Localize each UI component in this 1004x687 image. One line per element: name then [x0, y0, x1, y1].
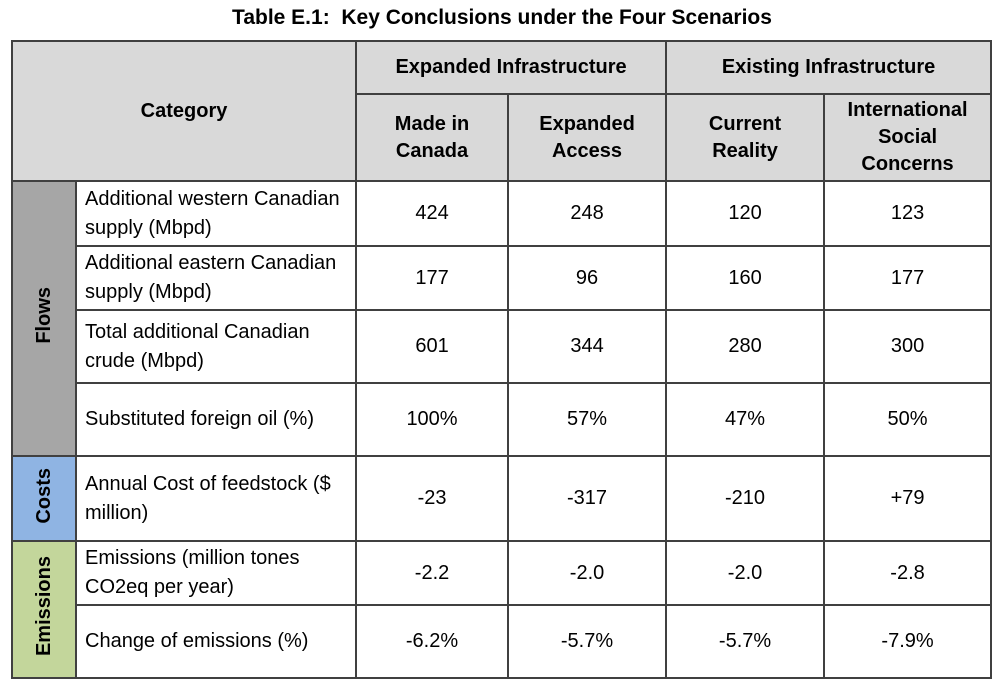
table-row: Total additional Canadian crude (Mbpd) 6…: [12, 309, 993, 384]
table-row: Emissions Emissions (million tones CO2eq…: [11, 540, 993, 679]
data-cell: 601: [355, 309, 510, 384]
data-cell: 123: [823, 180, 993, 247]
data-cell: 280: [665, 309, 826, 384]
row-group-emissions-label: Emissions: [32, 556, 55, 657]
data-cell: -2.0: [665, 540, 826, 606]
column-header-made-in-canada: Made in Canada: [355, 93, 510, 182]
data-cell: -5.7%: [665, 604, 826, 679]
table-row: Additional eastern Canadian supply (Mbpd…: [12, 245, 993, 311]
column-header-expanded-access: Expanded Access: [507, 93, 668, 182]
data-cell: -7.9%: [823, 604, 993, 679]
data-cell: -2.8: [823, 540, 993, 606]
data-cell: 120: [665, 180, 826, 247]
row-group-flows-label: Flows: [32, 287, 55, 344]
row-label: Total additional Canadian crude (Mbpd): [74, 309, 358, 384]
header-row-groups: Category Expanded Infrastructure Existin…: [10, 40, 993, 182]
table-row: Substituted foreign oil (%) 100% 57% 47%…: [12, 382, 993, 457]
row-group-costs: Costs: [11, 455, 77, 542]
data-cell: 300: [823, 309, 993, 384]
column-group-expanded-infrastructure: Expanded Infrastructure: [355, 40, 668, 95]
data-cell: 177: [355, 245, 510, 311]
data-cell: -23: [355, 455, 510, 542]
row-label: Change of emissions (%): [74, 604, 358, 679]
data-cell: 424: [355, 180, 510, 247]
data-cell: +79: [823, 455, 993, 542]
row-label: Emissions (million tones CO2eq per year): [74, 540, 358, 606]
table-row: Change of emissions (%) -6.2% -5.7% -5.7…: [12, 604, 993, 679]
data-cell: 50%: [823, 382, 993, 457]
data-cell: -2.0: [507, 540, 668, 606]
data-cell: -210: [665, 455, 826, 542]
row-label: Additional western Canadian supply (Mbpd…: [74, 180, 358, 247]
data-cell: 344: [507, 309, 668, 384]
data-cell: 177: [823, 245, 993, 311]
row-group-emissions: Emissions: [11, 540, 77, 679]
data-cell: 47%: [665, 382, 826, 457]
row-group-flows: Flows: [11, 180, 77, 457]
column-header-current-reality: Current Reality: [665, 93, 826, 182]
header-row-scenarios: Made in Canada Expanded Access Current R…: [12, 93, 993, 182]
column-group-existing-infrastructure: Existing Infrastructure: [665, 40, 993, 95]
data-cell: -5.7%: [507, 604, 668, 679]
data-cell: -2.2: [355, 540, 510, 606]
data-cell: -6.2%: [355, 604, 510, 679]
row-label: Additional eastern Canadian supply (Mbpd…: [74, 245, 358, 311]
data-cell: 248: [507, 180, 668, 247]
data-cell: 57%: [507, 382, 668, 457]
data-cell: 160: [665, 245, 826, 311]
table-title: Table E.1: Key Conclusions under the Fou…: [232, 6, 772, 29]
data-cell: 100%: [355, 382, 510, 457]
row-label: Annual Cost of feedstock ($ million): [74, 455, 358, 542]
row-label: Substituted foreign oil (%): [74, 382, 358, 457]
column-header-international-social-concerns: International Social Concerns: [823, 93, 993, 182]
key-conclusions-table: Category Expanded Infrastructure Existin…: [10, 40, 993, 679]
table-row: Flows Additional western Canadian supply…: [11, 180, 993, 457]
data-cell: -317: [507, 455, 668, 542]
row-group-costs-label: Costs: [32, 467, 55, 524]
data-cell: 96: [507, 245, 668, 311]
category-header-cell: Category: [10, 40, 358, 182]
table-row: Costs Annual Cost of feedstock ($ millio…: [11, 455, 993, 542]
